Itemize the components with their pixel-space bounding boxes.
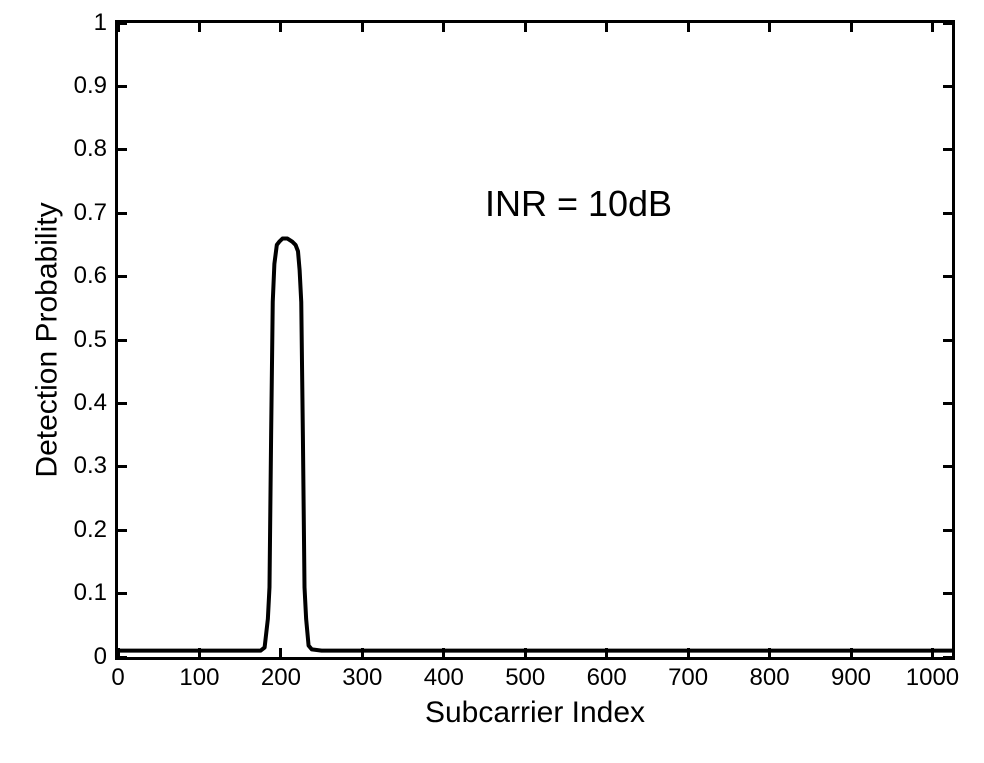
tick: [118, 402, 127, 405]
ytick-label: 1: [94, 9, 107, 37]
tick: [943, 656, 952, 659]
ytick-label: 0.5: [74, 326, 107, 354]
tick: [931, 23, 934, 32]
figure: INR = 10dB Detection Probability Subcarr…: [0, 0, 984, 763]
xtick-label: 900: [831, 664, 871, 692]
xtick-label: 200: [261, 664, 301, 692]
xtick-label: 800: [750, 664, 790, 692]
tick: [279, 23, 282, 32]
tick: [117, 648, 120, 657]
ytick-label: 0.4: [74, 389, 107, 417]
tick: [687, 23, 690, 32]
tick: [943, 148, 952, 151]
tick: [118, 148, 127, 151]
xtick-label: 100: [179, 664, 219, 692]
tick: [687, 648, 690, 657]
tick: [361, 23, 364, 32]
tick: [850, 648, 853, 657]
tick: [943, 339, 952, 342]
tick: [118, 529, 127, 532]
tick: [943, 529, 952, 532]
tick: [943, 275, 952, 278]
ytick-label: 0.9: [74, 72, 107, 100]
xtick-label: 1000: [906, 664, 959, 692]
ytick-label: 0.8: [74, 135, 107, 163]
tick: [198, 23, 201, 32]
tick: [118, 592, 127, 595]
tick: [943, 22, 952, 25]
tick: [118, 85, 127, 88]
ytick-label: 0.1: [74, 579, 107, 607]
tick: [768, 648, 771, 657]
y-axis-label: Detection Probability: [31, 202, 65, 477]
ytick-label: 0.3: [74, 452, 107, 480]
line-series-path: [118, 239, 952, 651]
tick: [605, 648, 608, 657]
tick: [943, 402, 952, 405]
tick: [118, 339, 127, 342]
ytick-label: 0.6: [74, 262, 107, 290]
tick: [850, 23, 853, 32]
tick: [943, 592, 952, 595]
tick: [524, 23, 527, 32]
tick: [361, 648, 364, 657]
tick: [943, 465, 952, 468]
xtick-label: 500: [505, 664, 545, 692]
x-axis-label: Subcarrier Index: [425, 696, 645, 730]
tick: [117, 23, 120, 32]
tick: [118, 275, 127, 278]
xtick-label: 600: [587, 664, 627, 692]
tick: [931, 648, 934, 657]
ytick-label: 0.2: [74, 516, 107, 544]
xtick-label: 0: [111, 664, 124, 692]
tick: [118, 212, 127, 215]
tick: [605, 23, 608, 32]
tick: [279, 648, 282, 657]
plot-area: INR = 10dB: [115, 20, 955, 660]
annotation-text: INR = 10dB: [485, 183, 672, 225]
ytick-label: 0.7: [74, 199, 107, 227]
line-series: [118, 23, 952, 657]
tick: [768, 23, 771, 32]
xtick-label: 300: [342, 664, 382, 692]
tick: [118, 465, 127, 468]
tick: [198, 648, 201, 657]
tick: [442, 23, 445, 32]
tick: [524, 648, 527, 657]
xtick-label: 400: [424, 664, 464, 692]
tick: [442, 648, 445, 657]
tick: [943, 85, 952, 88]
ytick-label: 0: [94, 643, 107, 671]
xtick-label: 700: [668, 664, 708, 692]
tick: [943, 212, 952, 215]
